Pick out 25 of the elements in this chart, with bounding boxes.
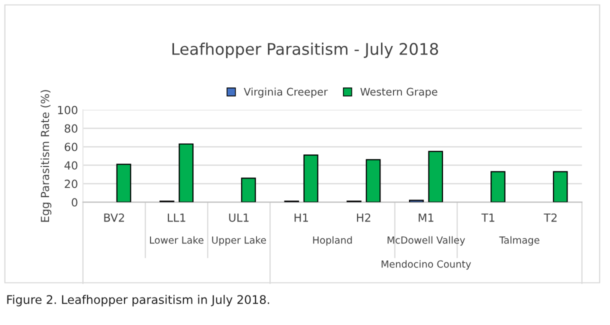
y-axis-title: Egg Parasitism Rate (%): [40, 90, 52, 222]
chart-title: Leafhopper Parasitism - July 2018: [172, 42, 438, 58]
text: Talmage: [499, 236, 540, 246]
legend-label: Western Grape: [360, 88, 438, 98]
text: Hopland: [313, 236, 352, 246]
y-tick-label: 80: [64, 124, 78, 133]
text: Upper Lake: [212, 236, 266, 246]
y-tick-label: 20: [64, 180, 78, 188]
y-tick-label: 60: [64, 142, 78, 152]
x-tick-label: H2: [357, 213, 370, 222]
text: Lower Lake: [150, 236, 204, 244]
y-tick-label: 0: [72, 198, 78, 207]
y-tick-label: 40: [64, 161, 78, 170]
x-tick-label: UL1: [229, 214, 249, 222]
x-tick-label: LL1: [168, 214, 186, 222]
legend-label: Virginia Creeper: [244, 88, 328, 98]
y-tick-label: 100: [58, 106, 78, 114]
x-tick-label: M1: [418, 214, 434, 222]
x-tick-label: BV2: [104, 213, 124, 222]
x-tick-label: H1: [294, 214, 308, 222]
x-tick-label: T1: [481, 214, 494, 222]
text: Mendocino County: [382, 260, 471, 270]
x-tick-label: T2: [544, 213, 557, 222]
caption: Figure 2. Leafhopper parasitism in July 2018.: [7, 294, 270, 306]
text: McDowell Valley: [388, 236, 466, 246]
